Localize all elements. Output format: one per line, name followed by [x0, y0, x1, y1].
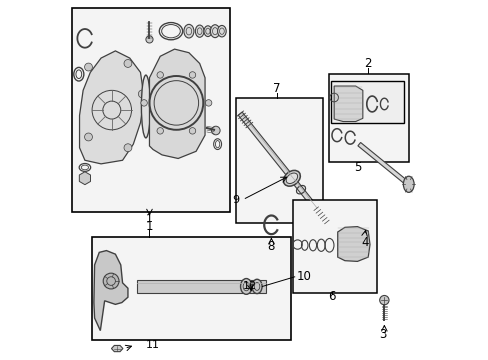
- Ellipse shape: [141, 75, 150, 138]
- Ellipse shape: [403, 176, 413, 192]
- Ellipse shape: [195, 25, 203, 37]
- Ellipse shape: [217, 26, 226, 37]
- Polygon shape: [137, 280, 265, 293]
- Text: 7: 7: [272, 82, 280, 95]
- Polygon shape: [337, 226, 369, 261]
- Polygon shape: [333, 86, 362, 122]
- Ellipse shape: [283, 170, 300, 186]
- Text: 5: 5: [353, 161, 361, 174]
- Ellipse shape: [240, 279, 251, 294]
- Circle shape: [211, 126, 220, 135]
- Ellipse shape: [285, 173, 297, 184]
- Text: 2: 2: [364, 57, 371, 70]
- Polygon shape: [80, 51, 144, 164]
- Circle shape: [84, 63, 92, 71]
- Circle shape: [189, 128, 195, 134]
- Polygon shape: [94, 251, 128, 330]
- Text: 10: 10: [296, 270, 311, 283]
- Bar: [72, 8, 230, 212]
- Bar: [328, 74, 408, 162]
- Circle shape: [157, 72, 163, 78]
- Bar: [235, 98, 323, 223]
- Circle shape: [141, 100, 147, 106]
- Text: 8: 8: [267, 240, 275, 253]
- Bar: [292, 200, 376, 293]
- Bar: [330, 81, 403, 123]
- Circle shape: [189, 72, 195, 78]
- Circle shape: [124, 144, 132, 152]
- Text: 1: 1: [146, 215, 153, 224]
- Ellipse shape: [251, 279, 262, 294]
- Text: 3: 3: [378, 328, 386, 341]
- Polygon shape: [357, 143, 408, 185]
- Ellipse shape: [183, 24, 194, 38]
- Text: 12: 12: [243, 281, 256, 291]
- Circle shape: [138, 90, 146, 98]
- Text: 1: 1: [145, 220, 153, 233]
- Bar: [92, 237, 290, 339]
- Circle shape: [157, 128, 163, 134]
- Polygon shape: [111, 346, 122, 352]
- Polygon shape: [238, 112, 318, 210]
- Ellipse shape: [210, 25, 219, 38]
- Circle shape: [145, 36, 153, 43]
- Text: 6: 6: [328, 290, 335, 303]
- Text: 4: 4: [360, 235, 367, 248]
- Text: 11: 11: [145, 340, 160, 350]
- Circle shape: [379, 296, 388, 305]
- Text: 9: 9: [231, 195, 239, 205]
- Circle shape: [124, 59, 132, 67]
- Polygon shape: [149, 49, 204, 158]
- Polygon shape: [79, 172, 90, 185]
- Ellipse shape: [203, 26, 211, 37]
- Circle shape: [84, 133, 92, 141]
- Circle shape: [103, 273, 119, 289]
- Circle shape: [205, 100, 211, 106]
